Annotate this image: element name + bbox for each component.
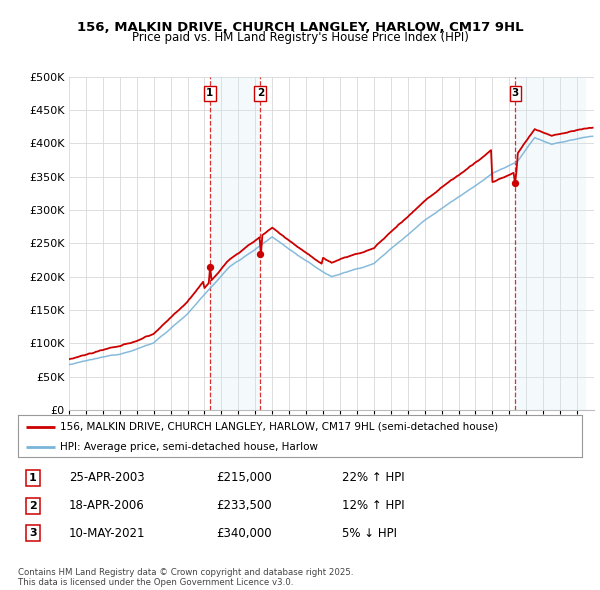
Text: £233,500: £233,500	[216, 499, 272, 512]
Text: 156, MALKIN DRIVE, CHURCH LANGLEY, HARLOW, CM17 9HL (semi-detached house): 156, MALKIN DRIVE, CHURCH LANGLEY, HARLO…	[60, 422, 499, 432]
Text: 1: 1	[29, 473, 37, 483]
Text: 10-MAY-2021: 10-MAY-2021	[69, 527, 146, 540]
Text: HPI: Average price, semi-detached house, Harlow: HPI: Average price, semi-detached house,…	[60, 442, 319, 451]
Text: 25-APR-2003: 25-APR-2003	[69, 471, 145, 484]
Text: 156, MALKIN DRIVE, CHURCH LANGLEY, HARLOW, CM17 9HL: 156, MALKIN DRIVE, CHURCH LANGLEY, HARLO…	[77, 21, 523, 34]
Text: 2: 2	[29, 501, 37, 510]
Point	[256, 250, 265, 259]
Text: £215,000: £215,000	[216, 471, 272, 484]
Bar	[515, 77, 586, 410]
Text: 2: 2	[257, 88, 264, 99]
Point	[511, 179, 520, 188]
Point	[205, 262, 215, 271]
Text: 3: 3	[512, 88, 519, 99]
Text: 18-APR-2006: 18-APR-2006	[69, 499, 145, 512]
Text: 3: 3	[29, 529, 37, 538]
Bar	[210, 77, 260, 410]
Text: 1: 1	[206, 88, 214, 99]
Text: £340,000: £340,000	[216, 527, 272, 540]
Text: 5% ↓ HPI: 5% ↓ HPI	[342, 527, 397, 540]
Text: 12% ↑ HPI: 12% ↑ HPI	[342, 499, 404, 512]
Text: 22% ↑ HPI: 22% ↑ HPI	[342, 471, 404, 484]
Text: Contains HM Land Registry data © Crown copyright and database right 2025.
This d: Contains HM Land Registry data © Crown c…	[18, 568, 353, 587]
Text: Price paid vs. HM Land Registry's House Price Index (HPI): Price paid vs. HM Land Registry's House …	[131, 31, 469, 44]
